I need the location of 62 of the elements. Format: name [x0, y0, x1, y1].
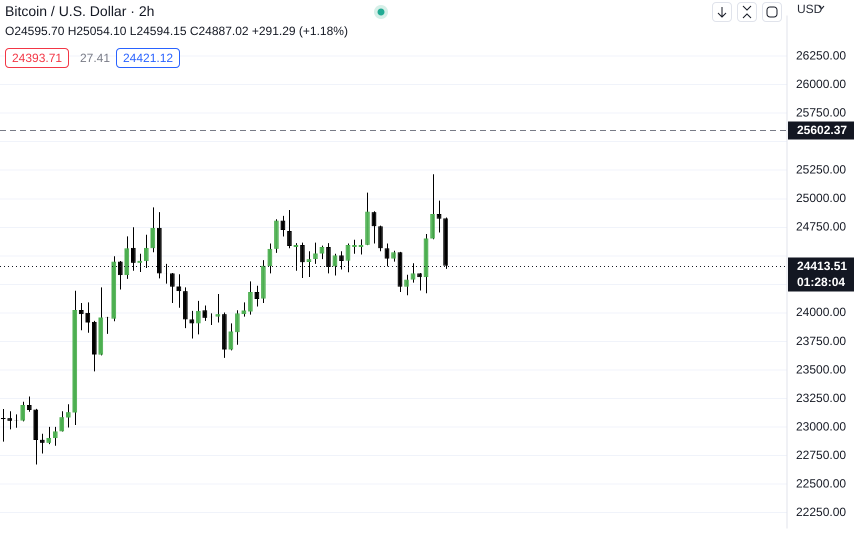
candlestick	[391, 250, 396, 262]
chart-title: Bitcoin / U.S. Dollar · 2h	[5, 3, 154, 19]
text: 01:28:04	[797, 274, 846, 289]
candlestick	[20, 401, 26, 422]
candlestick	[306, 250, 312, 278]
candlestick	[268, 243, 272, 274]
y-tick-label: 26000.00	[796, 76, 846, 91]
candlestick	[216, 293, 220, 324]
candlestick	[228, 322, 234, 351]
candlestick	[280, 215, 286, 238]
candlestick	[150, 206, 156, 253]
candlestick	[339, 250, 344, 270]
text: O24595.70 H25054.10 L24594.15 C24887.02 +291.29 (+1.18%)	[5, 24, 348, 38]
y-tick-label: 25750.00	[796, 105, 846, 120]
y-tick-label: 23500.00	[796, 362, 846, 376]
y-tick-label: 25000.00	[796, 191, 846, 206]
y-tick-label: 23000.00	[796, 419, 846, 434]
candlestick	[417, 272, 422, 292]
candlestick	[384, 243, 390, 267]
y-tick-label: 23250.00	[796, 390, 846, 405]
y-tick-label: 24750.00	[796, 220, 846, 234]
candlestick	[46, 426, 52, 445]
y-tick-label: 22750.00	[796, 448, 846, 462]
candlestick	[170, 272, 175, 304]
y-tick-label: 26250.00	[796, 48, 846, 62]
y-tick-label: 24000.00	[796, 305, 846, 320]
candlestick	[313, 242, 318, 264]
candlestick	[287, 209, 292, 249]
candlestick	[410, 262, 416, 284]
candlestick	[66, 404, 71, 428]
candlestick	[59, 410, 64, 432]
annotation: 24421.12	[116, 48, 180, 68]
candlestick	[202, 305, 208, 322]
annotation: 24393.71	[5, 48, 70, 68]
y-tick-label: 25250.00	[796, 162, 846, 177]
text: USD	[797, 2, 822, 16]
y-tick-label: 22250.00	[796, 505, 846, 520]
candlestick	[300, 242, 305, 278]
candlestick	[404, 274, 409, 296]
candlestick	[85, 302, 90, 334]
candlestick	[378, 225, 383, 252]
y-tick-label: 23750.00	[796, 334, 846, 348]
y-tick-label: 22500.00	[796, 476, 846, 490]
candlestick	[254, 285, 260, 308]
candlestick	[7, 410, 12, 430]
candlestick	[326, 242, 331, 274]
candlestick	[346, 243, 350, 273]
candlestick	[26, 396, 32, 412]
candlestick	[320, 245, 324, 260]
candlestick	[436, 200, 442, 234]
candlestick	[235, 310, 240, 346]
candlestick	[332, 253, 338, 276]
ref-line-label: 25602.37	[797, 122, 848, 137]
candlestick	[130, 226, 136, 272]
candlestick	[372, 210, 376, 244]
ref-line-label: 24413.51	[797, 258, 848, 273]
candlestick	[248, 280, 253, 316]
candlestick	[430, 174, 435, 240]
candlestick	[196, 300, 201, 335]
candlestick	[144, 234, 149, 268]
candlestick	[118, 260, 123, 290]
annotation: 27.41	[80, 51, 110, 65]
